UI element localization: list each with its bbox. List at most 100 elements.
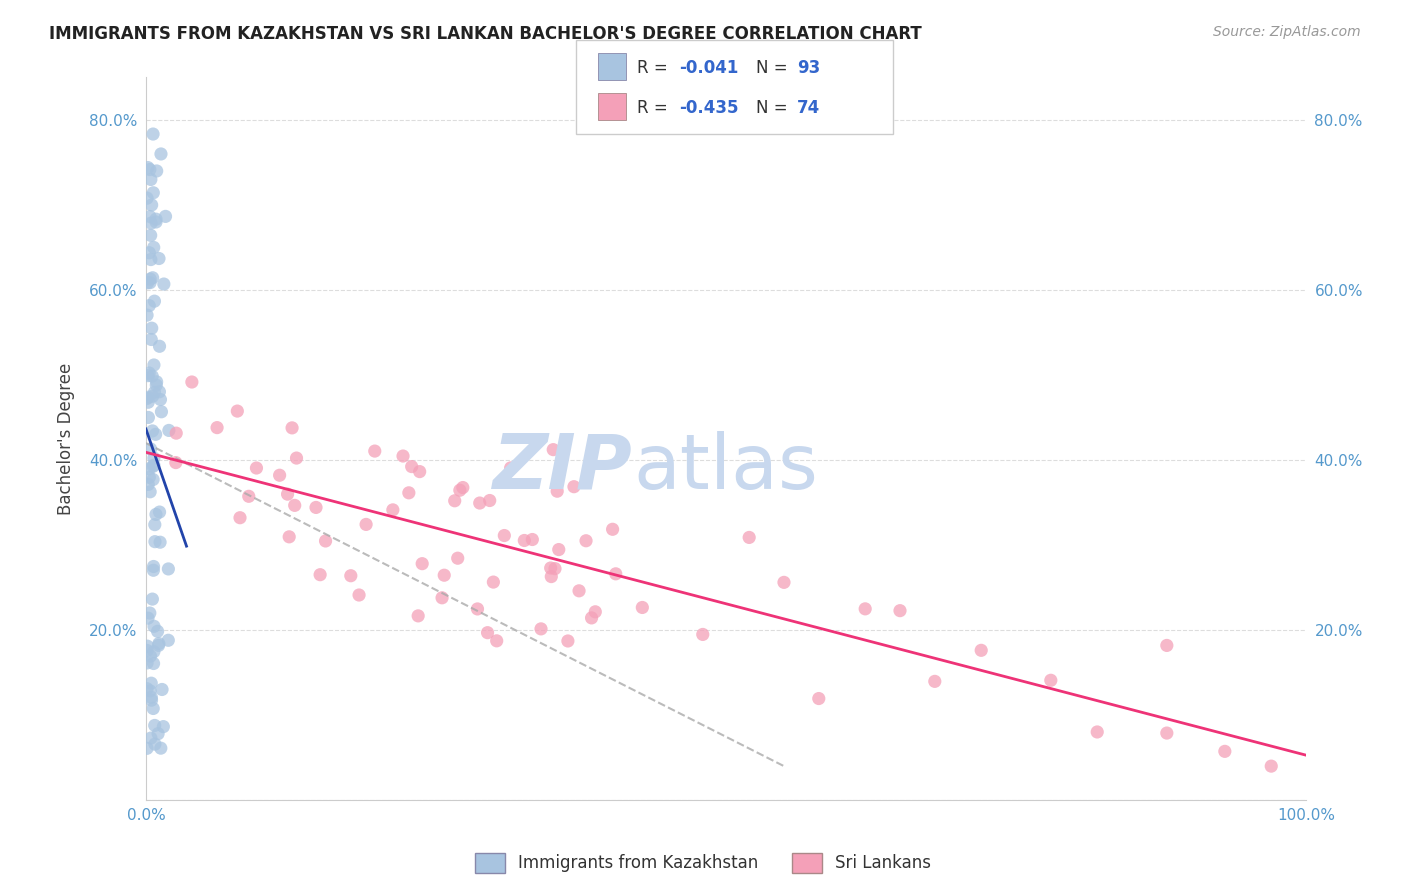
Point	[226, 404, 249, 418]
Point	[157, 424, 180, 438]
Point	[148, 505, 170, 519]
Point	[136, 395, 159, 409]
Point	[180, 375, 202, 389]
Text: N =: N =	[756, 99, 793, 117]
Point	[145, 212, 167, 227]
Point	[142, 389, 165, 403]
Text: ZIP: ZIP	[494, 431, 633, 505]
Point	[138, 461, 160, 475]
Point	[142, 358, 165, 372]
Point	[277, 487, 299, 501]
Point	[309, 567, 332, 582]
Point	[136, 390, 159, 404]
Point	[143, 294, 166, 309]
Point	[631, 600, 654, 615]
Point	[139, 606, 162, 620]
Point	[145, 427, 167, 442]
Point	[540, 569, 562, 583]
Point	[148, 252, 170, 266]
Text: R =: R =	[637, 60, 673, 78]
Point	[165, 426, 187, 441]
Point	[269, 468, 291, 483]
Legend: Immigrants from Kazakhstan, Sri Lankans: Immigrants from Kazakhstan, Sri Lankans	[468, 847, 938, 880]
Point	[139, 162, 162, 177]
Point	[157, 562, 180, 576]
Point	[149, 147, 172, 161]
Point	[141, 690, 163, 705]
Point	[541, 442, 564, 457]
Point	[146, 727, 169, 741]
Point	[583, 605, 606, 619]
Point	[143, 517, 166, 532]
Point	[142, 127, 165, 141]
Point	[139, 442, 162, 456]
Point	[581, 611, 603, 625]
Point	[602, 522, 624, 536]
Point	[468, 496, 491, 510]
Point	[305, 500, 328, 515]
Point	[139, 210, 162, 224]
Point	[142, 701, 165, 715]
Point	[139, 216, 162, 230]
Point	[401, 459, 423, 474]
Point	[142, 451, 165, 466]
Point	[142, 473, 165, 487]
Point	[451, 481, 474, 495]
Point	[229, 510, 252, 524]
Point	[443, 493, 465, 508]
Point	[139, 684, 162, 698]
Point	[149, 392, 172, 407]
Point	[482, 575, 505, 590]
Point	[138, 366, 160, 380]
Point	[139, 252, 162, 267]
Point	[278, 530, 301, 544]
Point	[205, 420, 228, 434]
Point	[136, 639, 159, 653]
Point	[143, 619, 166, 633]
Point	[562, 480, 585, 494]
Point	[145, 375, 167, 389]
Point	[136, 161, 159, 175]
Point	[1156, 726, 1178, 740]
Point	[139, 228, 162, 243]
Text: IMMIGRANTS FROM KAZAKHSTAN VS SRI LANKAN BACHELOR'S DEGREE CORRELATION CHART: IMMIGRANTS FROM KAZAKHSTAN VS SRI LANKAN…	[49, 25, 922, 43]
Point	[149, 741, 172, 756]
Text: atlas: atlas	[633, 431, 818, 505]
Point	[138, 470, 160, 484]
Point	[142, 240, 165, 254]
Point	[142, 458, 165, 473]
Point	[547, 542, 569, 557]
Point	[142, 563, 165, 577]
Point	[155, 210, 177, 224]
Point	[392, 449, 415, 463]
Point	[136, 611, 159, 625]
Point	[494, 528, 516, 542]
Point	[568, 583, 591, 598]
Point	[136, 276, 159, 290]
Point	[141, 198, 163, 212]
Point	[153, 277, 176, 291]
Point	[433, 568, 456, 582]
Point	[364, 444, 387, 458]
Text: N =: N =	[756, 60, 793, 78]
Point	[141, 693, 163, 707]
Point	[513, 533, 536, 548]
Point	[139, 272, 162, 286]
Point	[145, 164, 167, 178]
Point	[540, 561, 562, 575]
Point	[1039, 673, 1062, 688]
Point	[605, 566, 627, 581]
Point	[148, 339, 170, 353]
Point	[889, 604, 911, 618]
Point	[139, 484, 162, 499]
Point	[143, 534, 166, 549]
Point	[148, 384, 170, 399]
Point	[136, 656, 159, 670]
Point	[143, 385, 166, 400]
Point	[381, 503, 404, 517]
Point	[406, 608, 429, 623]
Point	[408, 465, 430, 479]
Point	[807, 691, 830, 706]
Point	[143, 718, 166, 732]
Point	[139, 731, 162, 745]
